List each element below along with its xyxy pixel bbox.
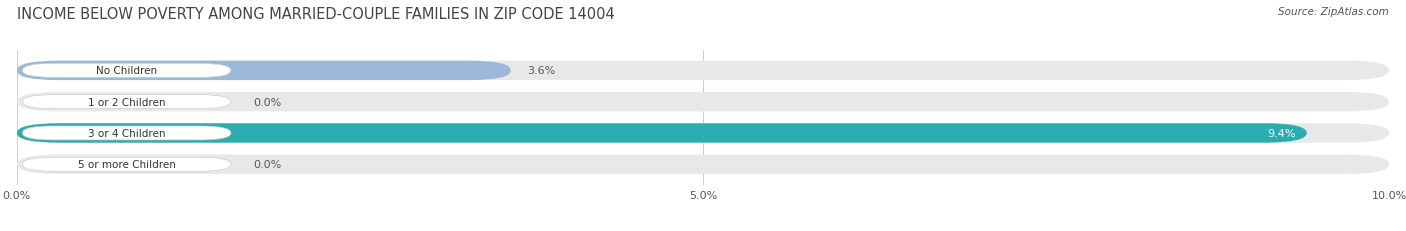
FancyBboxPatch shape [22, 126, 231, 140]
FancyBboxPatch shape [17, 61, 1389, 81]
Text: Source: ZipAtlas.com: Source: ZipAtlas.com [1278, 7, 1389, 17]
Text: 3.6%: 3.6% [527, 66, 555, 76]
FancyBboxPatch shape [22, 64, 231, 78]
FancyBboxPatch shape [17, 61, 510, 81]
FancyBboxPatch shape [17, 93, 1389, 112]
Text: INCOME BELOW POVERTY AMONG MARRIED-COUPLE FAMILIES IN ZIP CODE 14004: INCOME BELOW POVERTY AMONG MARRIED-COUPL… [17, 7, 614, 22]
FancyBboxPatch shape [17, 124, 1389, 143]
Text: 0.0%: 0.0% [253, 160, 281, 170]
FancyBboxPatch shape [22, 95, 231, 109]
FancyBboxPatch shape [17, 155, 1389, 174]
Text: 1 or 2 Children: 1 or 2 Children [89, 97, 166, 107]
Text: 5 or more Children: 5 or more Children [77, 160, 176, 170]
FancyBboxPatch shape [22, 158, 231, 171]
Text: 3 or 4 Children: 3 or 4 Children [89, 128, 166, 138]
FancyBboxPatch shape [17, 124, 1306, 143]
Text: 9.4%: 9.4% [1267, 128, 1296, 138]
Text: No Children: No Children [96, 66, 157, 76]
Text: 0.0%: 0.0% [253, 97, 281, 107]
